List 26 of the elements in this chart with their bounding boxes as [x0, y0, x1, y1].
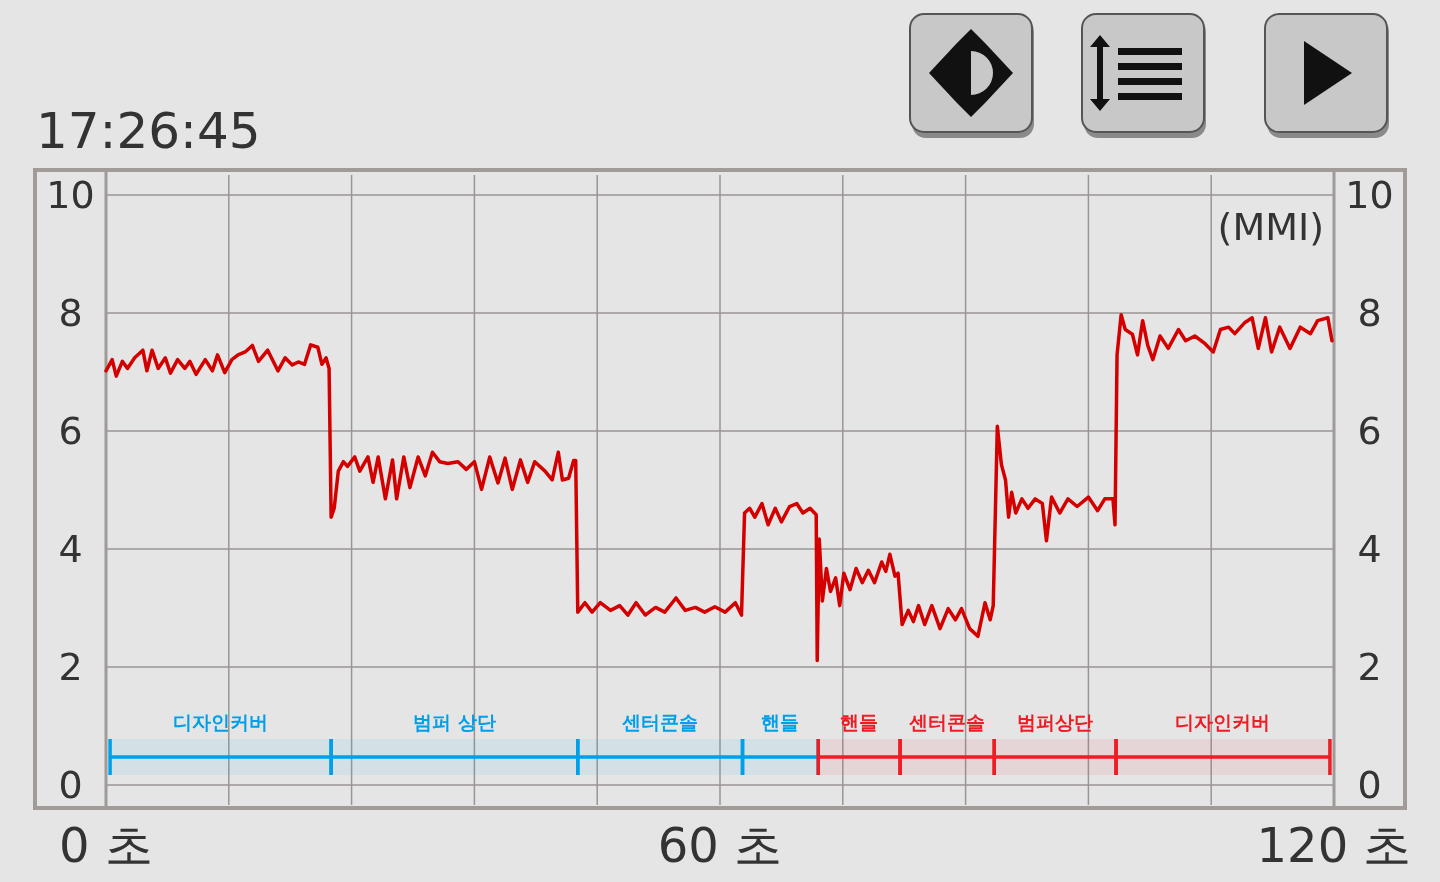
- x-tick-label: 0 초: [59, 817, 153, 873]
- y-tick-label: 4: [58, 527, 83, 571]
- band-label: 센터콘솔: [622, 711, 699, 733]
- y2-tick-label: 8: [1357, 291, 1382, 335]
- band-label: 디자인커버: [1175, 711, 1271, 733]
- band-label: 범퍼 상단: [413, 711, 496, 733]
- band-label: 디자인커버: [173, 711, 269, 733]
- band-label: 핸들: [840, 711, 879, 733]
- y-tick-label: 2: [58, 645, 83, 689]
- y2-tick-label: 4: [1357, 527, 1382, 571]
- y2-tick-label: 6: [1357, 409, 1382, 453]
- y-tick-label: 8: [58, 291, 83, 335]
- band-label: 센터콘솔: [909, 711, 986, 733]
- y2-tick-label: 10: [1345, 173, 1394, 217]
- chart-title: 17:26:45: [36, 102, 261, 160]
- y-tick-label: 6: [58, 409, 83, 453]
- x-tick-label: 60 초: [657, 817, 783, 873]
- y-tick-label: 10: [46, 173, 95, 217]
- annotation: (MMI): [1217, 205, 1324, 249]
- y2-tick-label: 0: [1357, 763, 1382, 807]
- x-tick-label: 120 초: [1256, 817, 1412, 873]
- band-label: 범퍼상단: [1017, 711, 1094, 733]
- y-tick-label: 0: [58, 763, 83, 807]
- y2-tick-label: 2: [1357, 645, 1382, 689]
- band-label: 핸들: [761, 711, 800, 733]
- line-series: [104, 313, 1334, 663]
